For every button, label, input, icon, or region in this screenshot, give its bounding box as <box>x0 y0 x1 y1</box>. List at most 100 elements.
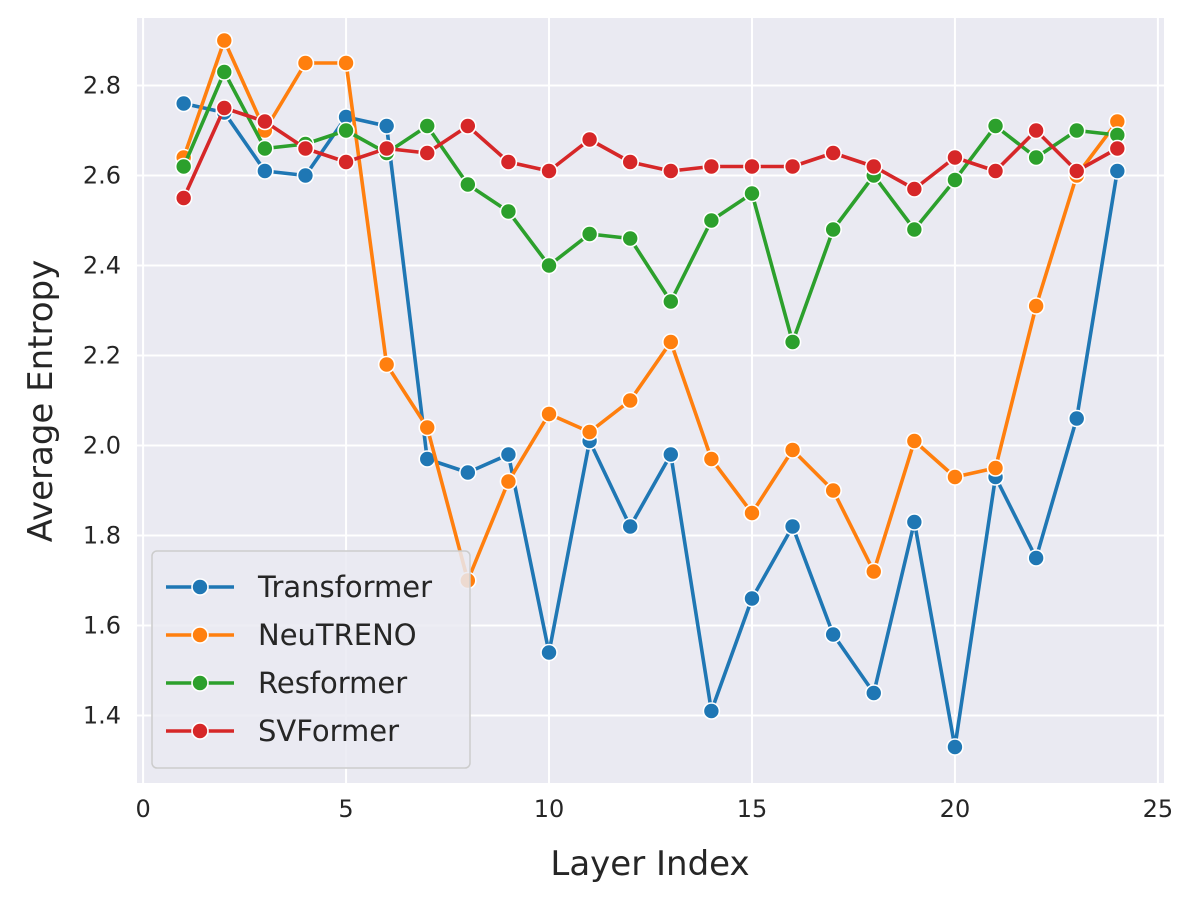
data-point <box>824 625 842 644</box>
legend-item: NeuTRENO <box>166 618 417 652</box>
data-point <box>824 144 842 162</box>
data-point <box>783 157 802 176</box>
data-point <box>864 157 883 176</box>
legend-item: Resformer <box>166 666 407 700</box>
data-point <box>824 481 842 500</box>
data-point <box>1027 148 1045 167</box>
data-point <box>1027 121 1045 140</box>
y-tick-label: 2.2 <box>83 342 121 370</box>
data-point <box>946 468 964 486</box>
data-point <box>174 157 193 176</box>
series-svformer <box>174 99 1127 207</box>
data-point <box>499 202 518 221</box>
legend-item: SVFormer <box>166 714 399 748</box>
data-point <box>580 225 599 243</box>
data-point <box>215 63 234 81</box>
data-point <box>864 684 883 702</box>
data-point <box>864 562 883 581</box>
x-tick-label: 20 <box>940 795 971 823</box>
data-point <box>986 117 1005 135</box>
y-tick-label: 1.8 <box>83 522 121 550</box>
data-point <box>215 99 234 117</box>
data-point <box>702 211 721 230</box>
data-point <box>702 702 721 720</box>
data-point <box>783 517 802 536</box>
data-point <box>540 643 558 662</box>
data-point <box>418 144 437 162</box>
y-axis-label: Average Entropy <box>21 260 61 543</box>
data-point <box>499 153 518 171</box>
data-point <box>986 162 1005 180</box>
data-point <box>783 441 802 459</box>
data-point <box>377 117 396 135</box>
data-point <box>743 504 761 522</box>
data-point <box>459 117 477 135</box>
data-point <box>256 162 274 180</box>
data-point <box>824 220 842 239</box>
series-transformer <box>174 94 1127 756</box>
data-point <box>1027 297 1045 315</box>
legend-swatch-marker <box>191 578 209 596</box>
y-tick-label: 2.6 <box>83 162 121 190</box>
data-point <box>1027 549 1045 567</box>
x-tick-label: 15 <box>737 795 768 823</box>
data-point <box>377 355 396 374</box>
data-point <box>337 153 355 171</box>
data-point <box>1067 409 1086 428</box>
data-point <box>905 432 924 450</box>
y-tick-label: 2.8 <box>83 72 121 100</box>
data-point <box>661 162 680 180</box>
series-neutreno <box>174 31 1127 590</box>
data-point <box>499 445 518 464</box>
data-point <box>1108 162 1127 180</box>
data-point <box>580 130 599 149</box>
data-point <box>296 166 315 185</box>
data-point <box>1067 162 1086 180</box>
legend-box <box>151 550 471 769</box>
data-point <box>296 54 315 72</box>
legend: Transformer NeuTRENO Resformer SVFormer <box>151 550 471 769</box>
data-point <box>580 423 599 441</box>
axis-ticks: 0 5 10 15 20 25 1.4 1.6 1.8 2.0 2.2 2.4 2.6 2.8 <box>83 72 1173 824</box>
x-tick-label: 25 <box>1143 795 1174 823</box>
data-point <box>418 418 437 437</box>
data-point <box>1067 121 1086 140</box>
data-point <box>621 517 640 536</box>
data-point <box>540 162 558 180</box>
data-point <box>256 139 274 158</box>
x-tick-label: 0 <box>135 795 150 823</box>
data-point <box>418 117 437 135</box>
data-point <box>540 256 558 275</box>
legend-label: Transformer <box>257 570 432 604</box>
x-tick-label: 5 <box>338 795 353 823</box>
data-point <box>946 738 964 756</box>
y-tick-label: 1.6 <box>83 612 121 640</box>
legend-item: Transformer <box>166 570 432 604</box>
data-point <box>743 184 761 203</box>
data-point <box>296 139 315 158</box>
data-point <box>377 139 396 158</box>
data-point <box>986 459 1005 477</box>
legend-swatch-marker <box>191 722 209 740</box>
x-axis-label: Layer Index <box>550 844 749 884</box>
legend-swatch-marker <box>191 674 209 692</box>
data-point <box>661 333 680 351</box>
data-point <box>946 148 964 167</box>
data-point <box>743 157 761 176</box>
data-point <box>1108 139 1127 158</box>
data-point <box>743 589 761 608</box>
data-point <box>621 153 640 171</box>
y-tick-label: 2.4 <box>83 252 121 280</box>
data-point <box>661 445 680 464</box>
data-point <box>337 121 355 140</box>
data-point <box>702 450 721 468</box>
y-tick-label: 2.0 <box>83 432 121 460</box>
data-point <box>499 472 518 491</box>
data-point <box>905 513 924 531</box>
x-tick-label: 10 <box>534 795 565 823</box>
legend-label: SVFormer <box>258 714 399 748</box>
data-point <box>215 31 234 50</box>
data-point <box>946 171 964 189</box>
legend-label: Resformer <box>258 666 407 700</box>
series-resformer <box>174 63 1127 351</box>
